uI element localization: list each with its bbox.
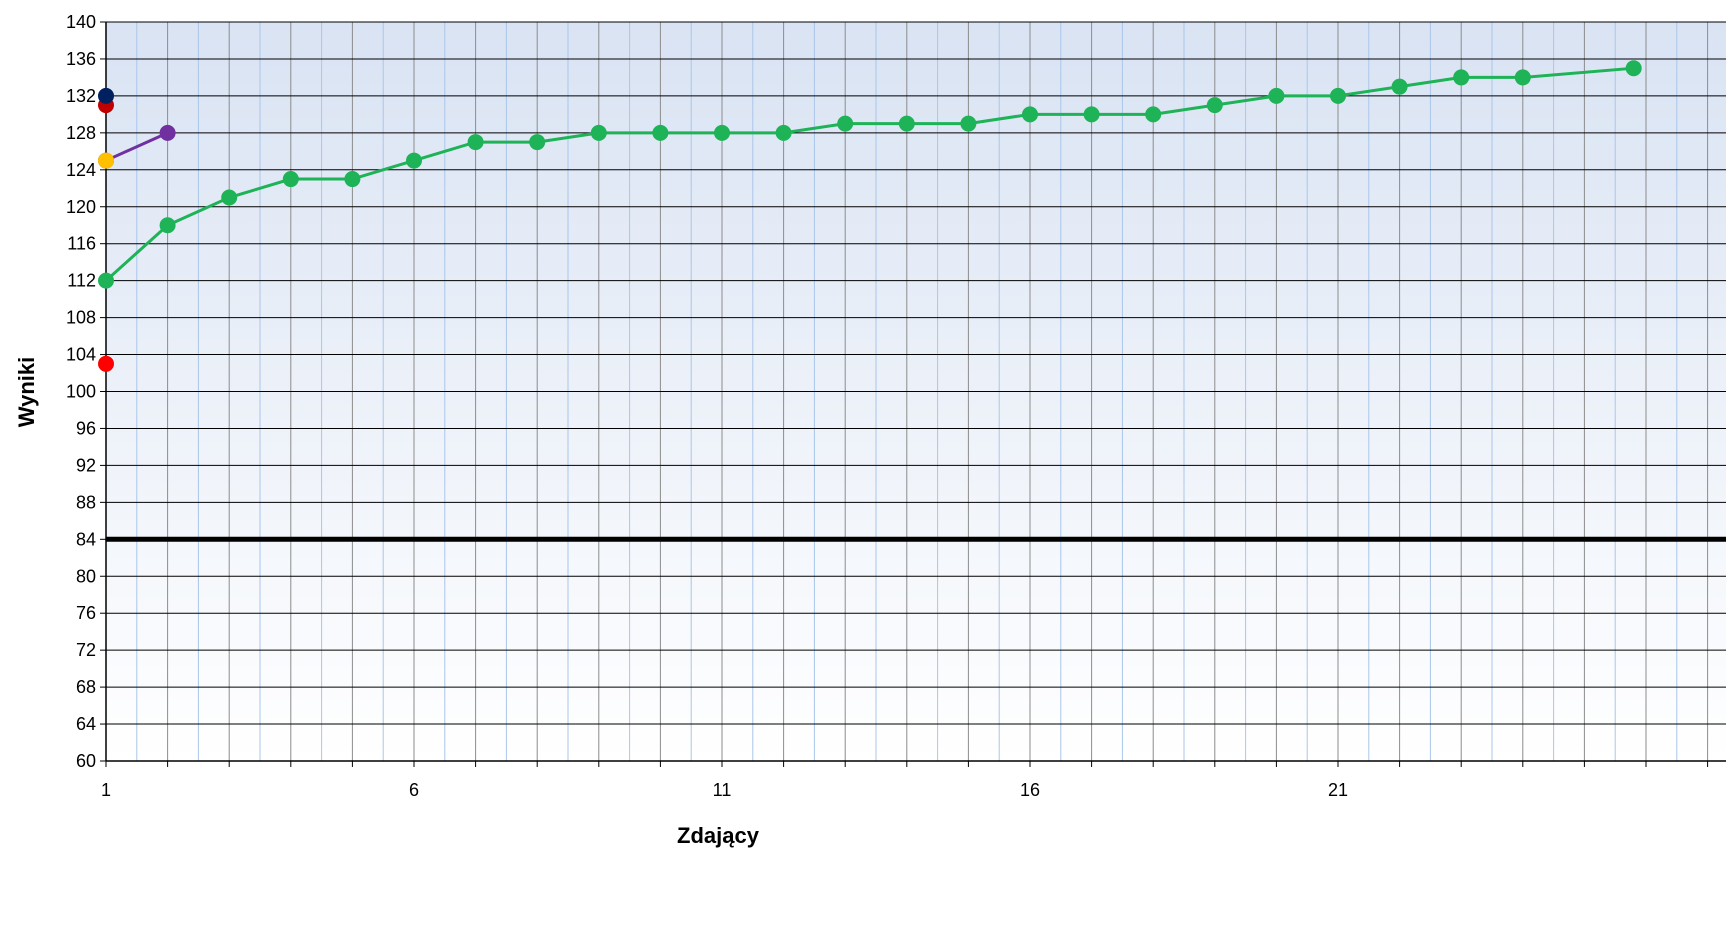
y-tick-label: 112 — [67, 271, 96, 291]
data-point — [529, 134, 546, 151]
series-layer — [98, 60, 1642, 372]
data-point — [467, 134, 484, 151]
major-grid — [105, 21, 1726, 762]
y-tick-label: 64 — [76, 714, 96, 734]
data-point — [1514, 69, 1531, 86]
data-point — [775, 124, 792, 141]
y-tick-label: 140 — [66, 12, 96, 32]
y-tick-label: 108 — [66, 308, 96, 328]
data-point — [98, 152, 114, 169]
axes — [100, 21, 1726, 767]
y-tick-label: 60 — [76, 751, 96, 771]
y-tick-label: 132 — [66, 86, 96, 106]
data-point — [98, 272, 114, 289]
data-point — [406, 152, 422, 169]
y-axis-title: Wyniki — [14, 357, 39, 428]
data-point — [1268, 87, 1285, 104]
data-point — [1022, 106, 1038, 123]
y-tick-label: 72 — [76, 640, 96, 660]
x-axis-title: Zdający — [677, 823, 760, 848]
data-point — [1453, 69, 1470, 86]
y-tick-labels: 60 64 68 72 76 80 84 88 92 96 100 104 108 112 116 120 12… — [66, 12, 96, 771]
x-tick-label: 6 — [409, 780, 419, 800]
y-tick-label: 116 — [67, 234, 96, 254]
data-point — [837, 115, 854, 132]
y-tick-label: 84 — [76, 529, 96, 549]
y-tick-label: 104 — [66, 345, 96, 365]
y-tick-label: 136 — [66, 49, 96, 69]
data-point — [590, 124, 607, 141]
data-point — [344, 171, 361, 188]
data-point — [98, 355, 114, 372]
x-tick-labels: 1 6 11 16 21 — [101, 780, 1348, 800]
data-point — [960, 115, 977, 132]
data-point — [282, 171, 299, 188]
x-tick-label: 16 — [1020, 780, 1040, 800]
data-point — [1391, 78, 1408, 95]
data-point — [159, 124, 176, 141]
data-point — [1145, 106, 1162, 123]
data-point — [898, 115, 915, 132]
x-tick-label: 21 — [1328, 780, 1348, 800]
data-point — [714, 124, 730, 141]
y-tick-label: 96 — [76, 418, 96, 438]
data-point — [159, 217, 176, 234]
x-tick-label: 1 — [101, 780, 111, 800]
y-tick-label: 80 — [76, 566, 96, 586]
y-tick-label: 88 — [76, 492, 96, 512]
series-3 — [98, 152, 114, 169]
data-point — [98, 87, 114, 104]
y-tick-label: 100 — [66, 382, 96, 402]
y-tick-label: 76 — [76, 603, 96, 623]
data-point — [1330, 87, 1346, 104]
series-line — [105, 131, 169, 162]
series-4 — [98, 355, 114, 372]
data-point — [1625, 60, 1642, 77]
series-6 — [98, 87, 114, 104]
data-point — [1083, 106, 1100, 123]
data-point — [221, 189, 238, 206]
data-point — [1206, 97, 1223, 114]
y-tick-label: 92 — [76, 455, 96, 475]
y-tick-label: 128 — [66, 123, 96, 143]
y-tick-label: 120 — [66, 197, 96, 217]
y-tick-label: 124 — [66, 160, 96, 180]
series-1 — [98, 60, 1642, 289]
data-point — [652, 124, 669, 141]
x-tick-label: 11 — [713, 780, 732, 800]
y-tick-label: 68 — [76, 677, 96, 697]
